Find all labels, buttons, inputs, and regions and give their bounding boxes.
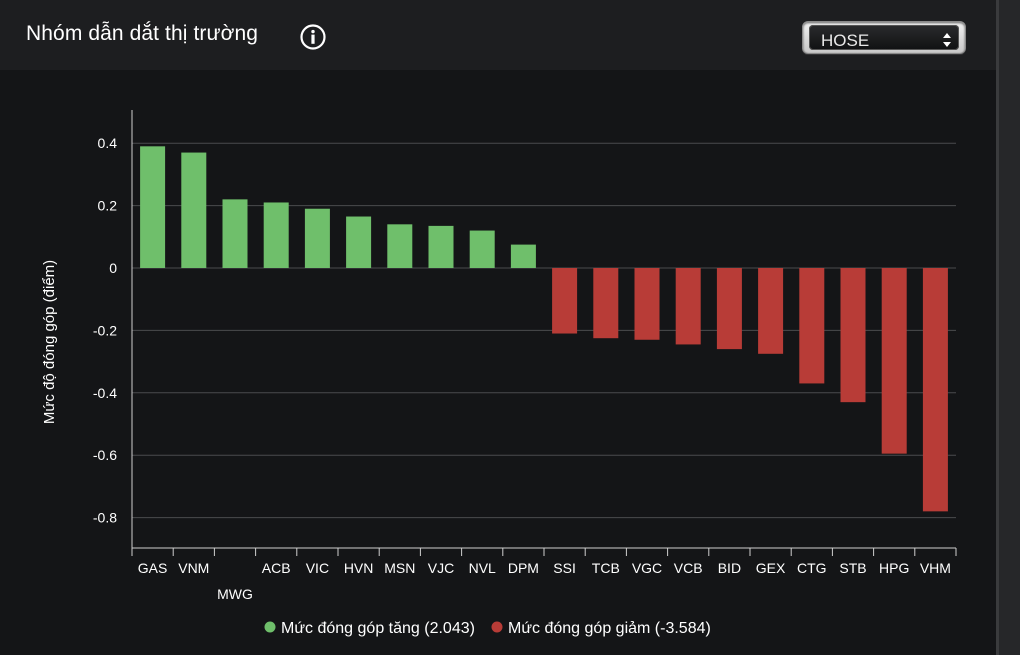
x-tick-label: VHM [920, 560, 951, 576]
y-tick-label: -0.2 [93, 322, 117, 338]
exchange-select-box: HOSE [809, 25, 959, 50]
x-tick-label: VNM [178, 560, 209, 576]
x-tick-label: VGC [632, 560, 662, 576]
bar-gas[interactable] [140, 146, 166, 268]
scrollbar-edge [996, 0, 999, 655]
y-tick-label: -0.4 [93, 385, 117, 401]
y-tick-label: 0.2 [98, 198, 118, 214]
legend-item-negative[interactable]: Mức đóng góp giảm (-3.584) [491, 620, 711, 637]
x-tick-label: VCB [674, 560, 703, 576]
x-tick-label: ACB [262, 560, 291, 576]
x-tick-labels: GAS VNM MWG ACB VIC HVN MSN VJC NVL DPM SSI TCB VGC V… [138, 560, 951, 602]
legend-label-positive: Mức đóng góp tăng (2.043) [281, 620, 475, 637]
bar-nvl[interactable] [469, 230, 495, 268]
y-axis-label: Mức độ đóng góp (điểm) [41, 260, 58, 424]
legend-item-positive[interactable]: Mức đóng góp tăng (2.043) [264, 620, 475, 637]
x-tick-label: VIC [306, 560, 329, 576]
bar-dpm[interactable] [510, 244, 536, 268]
bar-hvn[interactable] [346, 216, 372, 268]
panel-title: Nhóm dẫn dắt thị trường [26, 22, 259, 45]
info-circle-icon[interactable] [300, 24, 326, 50]
bar-acb[interactable] [263, 202, 289, 268]
contribution-bar-chart: 0.4 0.2 0 -0.2 -0.4 -0.6 -0.8 GAS VNM MWG ACB VIC H… [41, 110, 957, 637]
scrollbar-track [996, 0, 1020, 655]
x-tick-label: STB [839, 560, 866, 576]
bar-ctg[interactable] [799, 268, 825, 384]
x-tick-label: MSN [384, 560, 415, 576]
bar-vhm[interactable] [922, 268, 948, 512]
legend-marker-negative [491, 621, 503, 633]
bar-bid[interactable] [716, 268, 742, 350]
legend-marker-positive [264, 621, 276, 633]
y-tick-label: -0.6 [93, 447, 117, 463]
x-tick-label: VJC [428, 560, 454, 576]
bar-vic[interactable] [304, 208, 330, 268]
y-tick-labels: 0.4 0.2 0 -0.2 -0.4 -0.6 -0.8 [93, 135, 117, 525]
bar-vjc[interactable] [428, 225, 454, 268]
bar-msn[interactable] [387, 224, 413, 268]
bar-gex[interactable] [758, 268, 784, 354]
grid-lines [132, 142, 956, 519]
x-tick-label: DPM [508, 560, 539, 576]
bar-tcb[interactable] [593, 268, 619, 339]
select-arrows-icon [943, 33, 951, 47]
y-tick-label: 0 [109, 260, 117, 276]
x-axis [131, 110, 957, 556]
x-tick-label: MWG [217, 586, 253, 602]
legend: Mức đóng góp tăng (2.043) Mức đóng góp g… [264, 620, 711, 637]
bar-vgc[interactable] [634, 268, 660, 340]
bar-vcb[interactable] [675, 268, 701, 345]
panel-header: Nhóm dẫn dắt thị trường HOSE [0, 0, 996, 70]
x-tick-label: TCB [592, 560, 620, 576]
bar-vnm[interactable] [181, 152, 207, 268]
x-tick-label: BID [718, 560, 741, 576]
x-tick-label: GAS [138, 560, 168, 576]
x-tick-label: GEX [756, 560, 786, 576]
x-tick-label: HVN [344, 560, 374, 576]
exchange-select-value: HOSE [821, 31, 870, 50]
x-tick-label: HPG [879, 560, 909, 576]
chart-panel [0, 0, 996, 655]
bar-hpg[interactable] [881, 268, 907, 454]
x-tick-label: NVL [469, 560, 496, 576]
legend-label-negative: Mức đóng góp giảm (-3.584) [508, 620, 711, 637]
bars [140, 146, 948, 512]
y-tick-label: -0.8 [93, 510, 117, 526]
y-tick-label: 0.4 [98, 135, 118, 151]
bar-stb[interactable] [840, 268, 866, 403]
x-tick-label: SSI [553, 560, 576, 576]
bar-ssi[interactable] [552, 268, 578, 334]
x-tick-label: CTG [797, 560, 827, 576]
exchange-select[interactable]: HOSE [802, 21, 966, 54]
bar-mwg[interactable] [222, 199, 248, 268]
